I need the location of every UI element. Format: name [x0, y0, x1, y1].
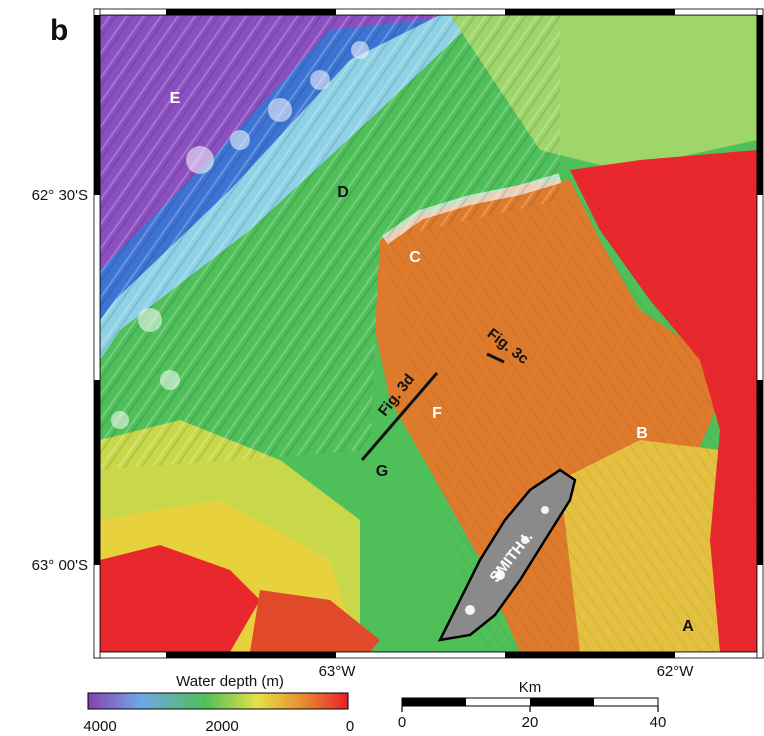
depth-legend-title: Water depth (m) [176, 673, 284, 690]
region-label-f: F [432, 405, 442, 422]
region-label-b: B [636, 425, 648, 442]
region-label-g: G [376, 463, 388, 480]
region-label-a: A [682, 618, 694, 635]
profile-line-fig3c [486, 352, 505, 364]
region-label-e: E [170, 90, 181, 107]
depth-color-bar [87, 692, 349, 710]
depth-tick-2000: 2000 [205, 718, 238, 735]
longitude-label-62w: 62°W [657, 663, 695, 680]
depth-tick-0: 0 [346, 718, 354, 735]
panel-letter: b [50, 14, 68, 47]
scale-tick-40: 40 [650, 714, 667, 731]
scale-bar-title: Km [519, 679, 542, 696]
map-area [100, 15, 757, 652]
scale-bar: Km 0 20 40 [398, 679, 667, 731]
depth-legend: Water depth (m) 4000 2000 0 [83, 673, 354, 735]
graticule-border [93, 8, 764, 659]
latitude-label-63-00: 63° 00'S [32, 557, 88, 574]
scale-tick-0: 0 [398, 714, 406, 731]
scale-tick-20: 20 [522, 714, 539, 731]
smith-island-shape [437, 468, 577, 642]
region-label-d: D [337, 184, 349, 201]
depth-tick-4000: 4000 [83, 718, 116, 735]
region-label-c: C [409, 249, 421, 266]
profile-line-fig3d [360, 372, 439, 461]
longitude-label-63w: 63°W [319, 663, 357, 680]
latitude-label-62-30: 62° 30'S [32, 187, 88, 204]
